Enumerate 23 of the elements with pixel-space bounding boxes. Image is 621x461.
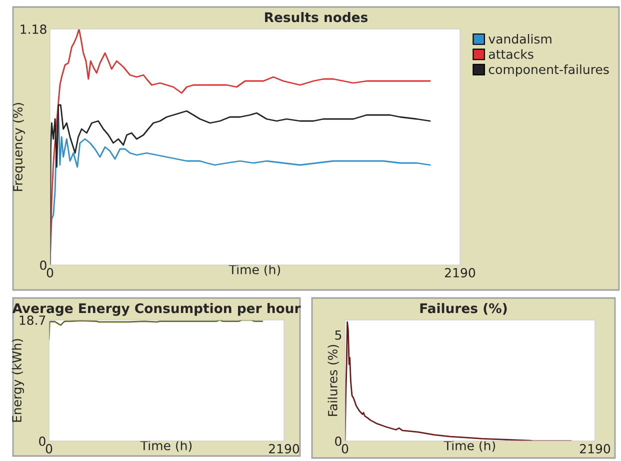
legend-label: vandalism (488, 34, 552, 44)
x-axis-title: Time (h) (228, 264, 280, 276)
legend-label: attacks (488, 49, 534, 59)
x-tick-label: 2190 (580, 444, 610, 454)
y-axis-title: Frequency (%) (12, 102, 25, 191)
y-tick-label: 18.7 (20, 315, 46, 325)
line-series (49, 320, 264, 340)
chart-title: Average Energy Consumption per hour (12, 303, 301, 316)
x-tick-label: 2190 (445, 268, 476, 278)
y-tick-label: 0 (40, 260, 46, 270)
chart-title: Failures (%) (420, 303, 507, 315)
y-tick-label: 1.18 (20, 24, 46, 34)
y-tick-label: 0 (39, 436, 46, 446)
y-axis-title: Energy (kWh) (12, 339, 24, 422)
x-tick-label: 0 (342, 444, 348, 454)
x-axis-title: Time (h) (140, 440, 192, 452)
x-tick-label: 0 (46, 444, 52, 454)
legend-label: component-failures (488, 64, 609, 77)
x-tick-label: 2190 (269, 444, 300, 454)
x-axis-title: Time (h) (444, 440, 496, 452)
chart-title: Results nodes (265, 12, 368, 22)
y-axis-title: Failures (%) (328, 344, 339, 416)
y-tick-label: 5 (335, 330, 342, 340)
